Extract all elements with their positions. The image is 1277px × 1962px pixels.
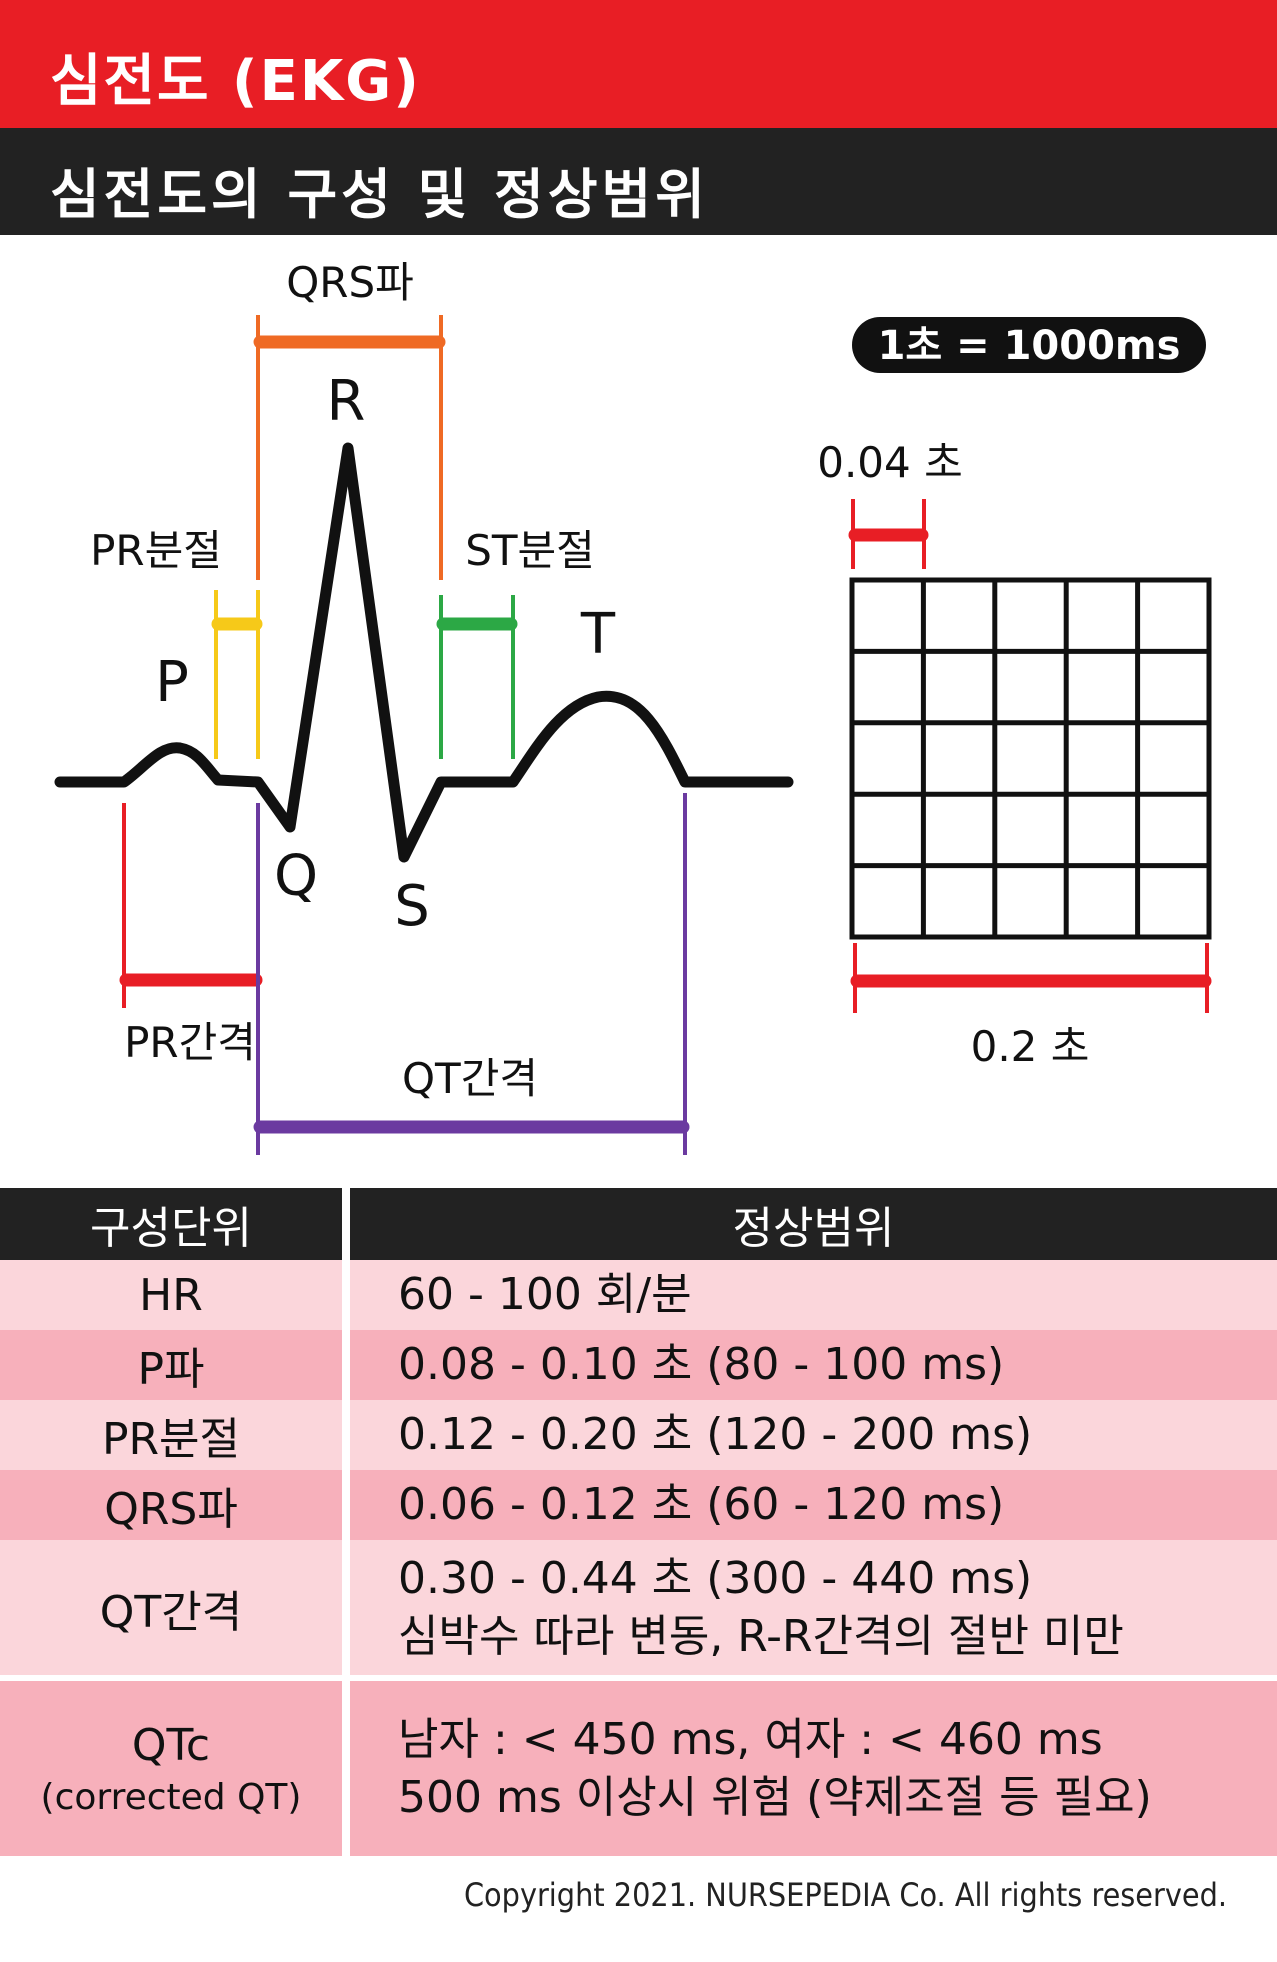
row-value-note: 심박수 따라 변동, R-R간격의 절반 미만 bbox=[398, 1610, 1124, 1662]
wave-label-q: Q bbox=[274, 844, 318, 909]
row-value-note: 500 ms 이상시 위험 (약제조절 등 필요) bbox=[398, 1771, 1152, 1823]
pr-interval-label: PR간격 bbox=[124, 1018, 256, 1067]
wave-label-t: T bbox=[580, 602, 616, 667]
pr-segment-label: PR분절 bbox=[90, 526, 222, 575]
big-box-label: 0.2 초 bbox=[971, 1022, 1090, 1071]
row-name-sub: (corrected QT) bbox=[40, 1776, 302, 1818]
table-row: QTc (corrected QT) 남자 : < 450 ms, 여자 : <… bbox=[0, 1681, 1277, 1856]
table-row: P파 0.08 - 0.10 초 (80 - 100 ms) bbox=[0, 1330, 1277, 1400]
row-name: HR bbox=[139, 1269, 203, 1321]
row-name: P파 bbox=[137, 1344, 205, 1395]
table-header-range: 정상범위 bbox=[350, 1188, 1277, 1260]
row-name: PR분절 bbox=[101, 1414, 241, 1465]
row-value: 60 - 100 회/분 bbox=[398, 1269, 692, 1320]
table-row: PR분절 0.12 - 0.20 초 (120 - 200 ms) bbox=[0, 1400, 1277, 1470]
subtitle-banner: 심전도의 구성 및 정상범위 bbox=[0, 128, 1277, 235]
table-header-component: 구성단위 bbox=[0, 1188, 342, 1260]
page-title: 심전도 (EKG) bbox=[50, 49, 421, 114]
time-badge-bg bbox=[852, 317, 1206, 373]
title-banner: 심전도 (EKG) bbox=[0, 0, 1277, 128]
wave-label-p: P bbox=[155, 650, 189, 715]
wave-label-r: R bbox=[327, 369, 366, 434]
table-row: QT간격 0.30 - 0.44 초 (300 - 440 ms) 심박수 따라… bbox=[0, 1540, 1277, 1675]
st-segment-label: ST분절 bbox=[465, 526, 595, 575]
ecg-grid bbox=[849, 577, 1212, 940]
table-row: HR 60 - 100 회/분 bbox=[0, 1260, 1277, 1330]
row-value: 남자 : < 450 ms, 여자 : < 460 ms bbox=[398, 1713, 1103, 1765]
copyright-notice: Copyright 2021. NURSEPEDIA Co. All right… bbox=[463, 1876, 1227, 1914]
ekg-trace bbox=[54, 442, 794, 863]
time-badge: 1초 = 1000ms bbox=[878, 323, 1181, 369]
row-name: QRS파 bbox=[104, 1484, 238, 1535]
ekg-diagram: QRS파 PR분절 ST분절 PR간격 QT간격 P R Q S T 1초 = … bbox=[54, 258, 1212, 1155]
page-subtitle: 심전도의 구성 및 정상범위 bbox=[50, 163, 709, 226]
row-value: 0.30 - 0.44 초 (300 - 440 ms) bbox=[398, 1552, 1033, 1604]
row-value: 0.12 - 0.20 초 (120 - 200 ms) bbox=[398, 1409, 1033, 1460]
row-name: QTc bbox=[131, 1719, 211, 1771]
small-box-label: 0.04 초 bbox=[817, 438, 963, 487]
row-name: QT간격 bbox=[99, 1586, 243, 1638]
table-header-row: 구성단위 정상범위 bbox=[0, 1188, 1277, 1260]
qrs-label: QRS파 bbox=[286, 258, 414, 307]
qt-interval-label: QT간격 bbox=[402, 1054, 538, 1103]
row-value: 0.06 - 0.12 초 (60 - 120 ms) bbox=[398, 1479, 1005, 1530]
table-row: QRS파 0.06 - 0.12 초 (60 - 120 ms) bbox=[0, 1470, 1277, 1540]
wave-label-s: S bbox=[394, 874, 430, 939]
row-value: 0.08 - 0.10 초 (80 - 100 ms) bbox=[398, 1339, 1005, 1390]
